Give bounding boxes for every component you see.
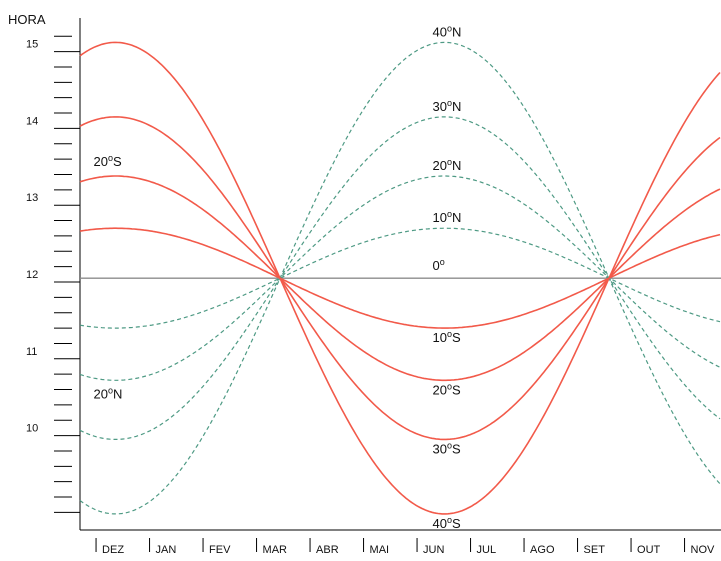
series-label-5: 10oS (433, 329, 461, 345)
x-tick-label-nov: NOV (691, 544, 716, 556)
x-tick-label-jan: JAN (156, 544, 177, 556)
y-axis-title: HORA (8, 12, 46, 27)
series-line-20s-south (79, 175, 721, 382)
series-line-30s-south (79, 116, 721, 441)
series-curves (79, 41, 721, 515)
y-tick-label-13: 13 (26, 192, 38, 204)
x-tick-label-fev: FEV (209, 544, 231, 556)
series-label-4: 40oN (433, 23, 462, 39)
x-tick-label-abr: ABR (316, 544, 339, 556)
annotation-label-1: 20oN (94, 385, 123, 401)
x-tick-label-out: OUT (637, 544, 661, 556)
y-minor-ticks (54, 35, 80, 513)
y-tick-label-10: 10 (26, 423, 38, 435)
x-tick-label-mar: MAR (263, 544, 288, 556)
series-label-7: 30oS (433, 440, 461, 456)
y-tick-label-14: 14 (26, 115, 38, 127)
series-labels: 0o 10oN 20oN 30oN 40oN 10oS 20oS 30oS 40oS 20oS 20… (94, 23, 462, 531)
y-tick-label-11: 11 (26, 346, 37, 358)
x-tick-label-jul: JUL (477, 544, 497, 556)
annotation-label-0: 20oS (94, 153, 122, 169)
series-label-6: 20oS (433, 381, 461, 397)
series-line-10n-north (79, 227, 721, 329)
y-tick-label-12: 12 (26, 269, 38, 281)
x-tick-label-set: SET (584, 544, 606, 556)
series-label-2: 20oN (433, 157, 462, 173)
x-tick-label-ago: AGO (530, 544, 555, 556)
series-label-3: 30oN (433, 98, 462, 114)
x-tick-label-mai: MAI (370, 544, 390, 556)
x-tick-labels: DEZ JAN FEV MAR ABR MAI JUN JUL AGO SET OUT NOV (102, 544, 715, 556)
x-month-ticks (95, 538, 686, 552)
series-line-40n-north (79, 41, 721, 515)
series-line-20n-north (79, 175, 721, 381)
series-label-1: 10oN (433, 209, 462, 225)
series-line-40s-south (79, 41, 721, 515)
x-tick-label-dez: DEZ (102, 544, 124, 556)
x-tick-label-jun: JUN (423, 544, 444, 556)
series-label-0: 0o (433, 257, 445, 273)
series-line-10s-south (79, 227, 721, 329)
y-tick-labels: 15 14 13 12 11 10 (26, 39, 38, 435)
series-label-8: 40oS (433, 515, 461, 531)
axes (79, 18, 721, 531)
y-tick-label-15: 15 (26, 39, 38, 51)
